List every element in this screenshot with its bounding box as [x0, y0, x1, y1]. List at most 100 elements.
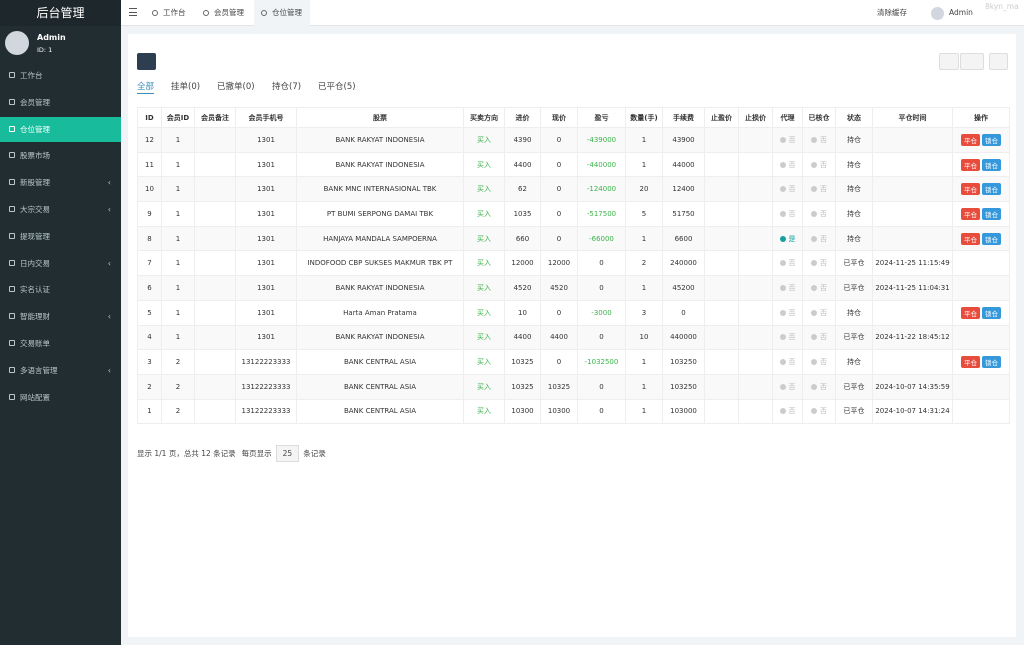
filter-tab[interactable]: 持仓(7): [272, 82, 302, 92]
cell: 1: [161, 201, 195, 227]
table-row: 3 2 13122223333 BANK CENTRAL ASIA 买入 10325 0 -1…: [137, 349, 1010, 375]
current-price: 0: [556, 160, 562, 169]
column-header: 现价: [540, 107, 578, 128]
phone: 13122223333: [241, 358, 291, 367]
filter-tab[interactable]: 已平仓(5): [318, 82, 356, 92]
nav-tab[interactable]: 工作台: [145, 0, 194, 26]
cell: BANK CENTRAL ASIA: [296, 373, 464, 400]
lots: 1: [641, 358, 647, 367]
menu-icon: [9, 366, 15, 373]
nav-tab[interactable]: 会员管理: [196, 0, 252, 26]
menu-toggle[interactable]: [129, 8, 137, 16]
columns-button[interactable]: [960, 53, 984, 70]
top-user[interactable]: Admin: [949, 8, 973, 17]
refresh-button[interactable]: [137, 53, 156, 70]
nav-tab-icon: [203, 10, 209, 16]
filter-tab[interactable]: 全部: [137, 82, 155, 94]
menu-arrow: ‹: [107, 312, 111, 322]
status-dot: [779, 359, 786, 366]
clear-cache[interactable]: 清除缓存: [877, 8, 907, 17]
cell: 440000: [662, 324, 705, 351]
column-header: 代理: [772, 107, 803, 128]
menu-item[interactable]: 提现管理: [0, 224, 121, 249]
top-avatar: [931, 7, 944, 20]
menu-item[interactable]: 股票市场: [0, 143, 121, 168]
cell: INDOFOOD CBP SUKSES MAKMUR TBK PT: [296, 250, 464, 277]
pnl: -124000: [586, 185, 617, 194]
menu-item[interactable]: 大宗交易 ‹: [0, 197, 121, 222]
action-button[interactable]: 锁仓: [982, 183, 1001, 196]
cell: [194, 275, 236, 301]
fee: 51750: [672, 209, 695, 218]
action-button[interactable]: 平仓: [961, 356, 980, 369]
buy-price: 62: [518, 185, 527, 194]
action-button[interactable]: 平仓: [961, 183, 980, 196]
cell: [738, 398, 773, 425]
menu-item[interactable]: 实名认证: [0, 277, 121, 302]
cell: 44000: [662, 151, 705, 178]
member-id: 2: [175, 382, 181, 391]
menu-item[interactable]: 智能理财 ‹: [0, 304, 121, 329]
pnl: 0: [599, 382, 604, 391]
search-button[interactable]: [989, 53, 1008, 70]
cell: [194, 250, 236, 277]
menu-item[interactable]: 网站配置: [0, 385, 121, 410]
cell: BANK CENTRAL ASIA: [296, 349, 464, 375]
per-page-select[interactable]: 25: [275, 445, 300, 462]
menu-item[interactable]: 仓位管理: [0, 116, 121, 142]
pnl: -1032500: [584, 358, 619, 367]
lots: 1: [641, 283, 647, 292]
menu-item[interactable]: 会员管理: [0, 90, 121, 115]
cell: [704, 349, 739, 375]
member-id: 1: [175, 185, 181, 194]
action-button[interactable]: 锁仓: [982, 158, 1001, 171]
menu-item[interactable]: 多语言管理 ‹: [0, 358, 121, 383]
cell: BANK CENTRAL ASIA: [296, 398, 464, 425]
action-button[interactable]: 平仓: [961, 232, 980, 245]
menu-item[interactable]: 日内交易 ‹: [0, 251, 121, 276]
cell: 0: [577, 324, 626, 351]
nav-tab[interactable]: 仓位管理: [254, 0, 310, 26]
stock: HANJAYA MANDALA SAMPOERNA: [323, 234, 437, 243]
cell: 否: [772, 201, 803, 227]
action-button[interactable]: 锁仓: [982, 306, 1001, 319]
id: 6: [147, 283, 152, 292]
buy-price: 10325: [511, 382, 534, 391]
status: 已平仓: [843, 407, 865, 416]
member-id: 1: [175, 234, 181, 243]
action-button[interactable]: 平仓: [961, 207, 980, 220]
pnl: 0: [599, 407, 604, 416]
cell: 否: [802, 275, 836, 301]
list-view-button[interactable]: [939, 53, 959, 70]
filter-tab[interactable]: 已撤单(0): [217, 82, 255, 92]
phone: 1301: [257, 160, 275, 169]
action-button[interactable]: 平仓: [961, 133, 980, 146]
cell: 1: [625, 349, 663, 375]
pnl: 0: [599, 259, 604, 268]
action-button[interactable]: 锁仓: [982, 356, 1001, 369]
menu-item[interactable]: 交易账单: [0, 331, 121, 356]
current-price: 0: [556, 209, 562, 218]
cell: 是: [772, 225, 803, 252]
stock: BANK CENTRAL ASIA: [343, 358, 417, 367]
filter-tab[interactable]: 挂单(0): [171, 82, 201, 92]
menu-item[interactable]: 新股管理 ‹: [0, 170, 121, 195]
action-button[interactable]: 平仓: [961, 306, 980, 319]
action-button[interactable]: 平仓: [961, 158, 980, 171]
action-button[interactable]: 锁仓: [982, 207, 1001, 220]
action-button[interactable]: 锁仓: [982, 232, 1001, 245]
cell: [704, 373, 739, 400]
checked-label: 否: [820, 234, 827, 243]
cell: [872, 225, 953, 252]
cell: 买入: [463, 250, 505, 277]
cell: 持仓: [835, 127, 873, 153]
cell: 0: [577, 275, 626, 301]
menu-item[interactable]: 工作台: [0, 63, 121, 88]
action-button[interactable]: 锁仓: [982, 133, 1001, 146]
cell: [194, 398, 236, 425]
cell: 0: [540, 299, 578, 326]
cell: 2024-10-07 14:31:24: [872, 398, 953, 425]
menu-label: 大宗交易: [20, 205, 50, 214]
cell: 4400: [540, 324, 578, 351]
menu-label: 新股管理: [20, 178, 50, 188]
